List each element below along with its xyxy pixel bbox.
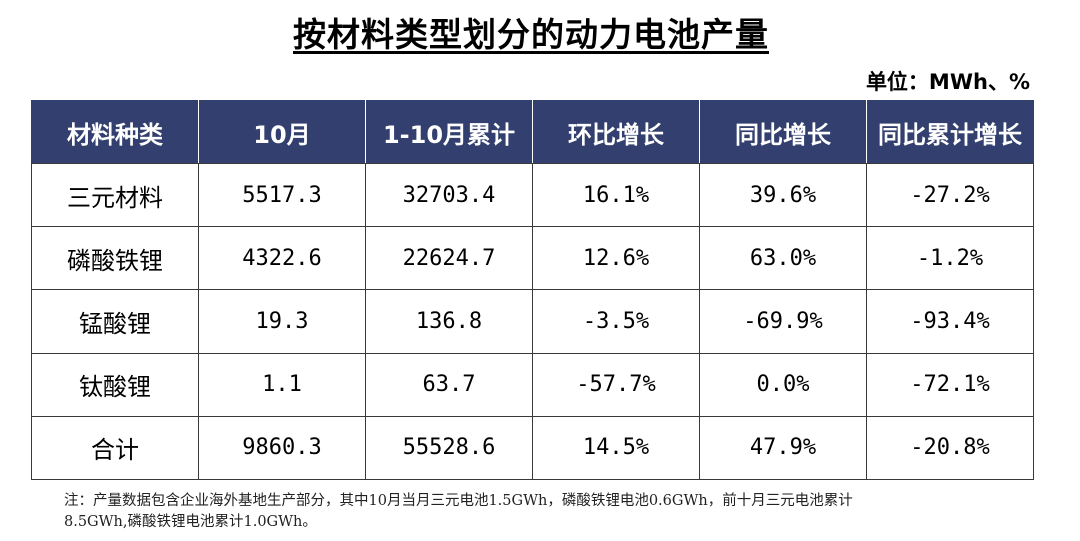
cumulative-value-cell: 32703.4 (365, 162, 533, 228)
total-label-cell: 合计 (31, 415, 199, 481)
yoy-cumulative-growth-cell: -27.2% (866, 162, 1034, 228)
material-name-cell: 三元材料 (31, 162, 199, 228)
yoy-cumulative-growth-cell: -1.2% (866, 226, 1034, 291)
material-name-cell: 磷酸铁锂 (31, 226, 199, 291)
mom-growth-cell: 12.6% (532, 226, 700, 291)
october-value-cell: 5517.3 (198, 162, 366, 228)
page-title: 按材料类型划分的动力电池产量 (0, 8, 1062, 56)
header-cell-cumulative: 1-10月累计 (365, 100, 533, 164)
material-name-cell: 锰酸锂 (31, 289, 199, 354)
table-row: 钛酸锂 1.1 63.7 -57.7% 0.0% -72.1% (31, 352, 1034, 417)
cumulative-value-cell: 55528.6 (365, 415, 533, 481)
footnote-line-1: 注：产量数据包含企业海外基地生产部分，其中10月当月三元电池1.5GWh，磷酸铁… (64, 493, 853, 509)
table-body: 三元材料 5517.3 32703.4 16.1% 39.6% -27.2% 磷… (31, 162, 1034, 481)
mom-growth-cell: -57.7% (532, 352, 700, 417)
october-value-cell: 1.1 (198, 352, 366, 417)
header-cell-material: 材料种类 (31, 100, 199, 164)
header-cell-mom-growth: 环比增长 (532, 100, 700, 164)
yoy-cumulative-growth-cell: -72.1% (866, 352, 1034, 417)
cumulative-value-cell: 22624.7 (365, 226, 533, 291)
yoy-growth-cell: 39.6% (699, 162, 867, 228)
header-cell-yoy-growth: 同比增长 (699, 100, 867, 164)
header-cell-yoy-cumulative-growth: 同比累计增长 (866, 100, 1034, 164)
yoy-growth-cell: 47.9% (699, 415, 867, 481)
unit-label: 单位：MWh、% (865, 70, 1030, 94)
table-row-total: 合计 9860.3 55528.6 14.5% 47.9% -20.8% (31, 415, 1034, 481)
header-row: 材料种类 10月 1-10月累计 环比增长 同比增长 同比累计增长 (31, 100, 1034, 164)
table-header: 材料种类 10月 1-10月累计 环比增长 同比增长 同比累计增长 (31, 100, 1034, 164)
october-value-cell: 19.3 (198, 289, 366, 354)
table-row: 锰酸锂 19.3 136.8 -3.5% -69.9% -93.4% (31, 289, 1034, 354)
table-row: 磷酸铁锂 4322.6 22624.7 12.6% 63.0% -1.2% (31, 226, 1034, 291)
yoy-cumulative-growth-cell: -93.4% (866, 289, 1034, 354)
battery-production-table: 材料种类 10月 1-10月累计 环比增长 同比增长 同比累计增长 三元材料 5… (31, 100, 1034, 481)
footnote: 注：产量数据包含企业海外基地生产部分，其中10月当月三元电池1.5GWh，磷酸铁… (64, 491, 1024, 533)
mom-growth-cell: 14.5% (532, 415, 700, 481)
october-value-cell: 4322.6 (198, 226, 366, 291)
mom-growth-cell: -3.5% (532, 289, 700, 354)
footnote-line-2: 8.5GWh,磷酸铁锂电池累计1.0GWh。 (64, 514, 317, 530)
yoy-cumulative-growth-cell: -20.8% (866, 415, 1034, 481)
table-row: 三元材料 5517.3 32703.4 16.1% 39.6% -27.2% (31, 162, 1034, 228)
yoy-growth-cell: 63.0% (699, 226, 867, 291)
cumulative-value-cell: 136.8 (365, 289, 533, 354)
mom-growth-cell: 16.1% (532, 162, 700, 228)
material-name-cell: 钛酸锂 (31, 352, 199, 417)
cumulative-value-cell: 63.7 (365, 352, 533, 417)
october-value-cell: 9860.3 (198, 415, 366, 481)
yoy-growth-cell: -69.9% (699, 289, 867, 354)
header-cell-october: 10月 (198, 100, 366, 164)
yoy-growth-cell: 0.0% (699, 352, 867, 417)
page-title-text: 按材料类型划分的动力电池产量 (293, 15, 769, 54)
